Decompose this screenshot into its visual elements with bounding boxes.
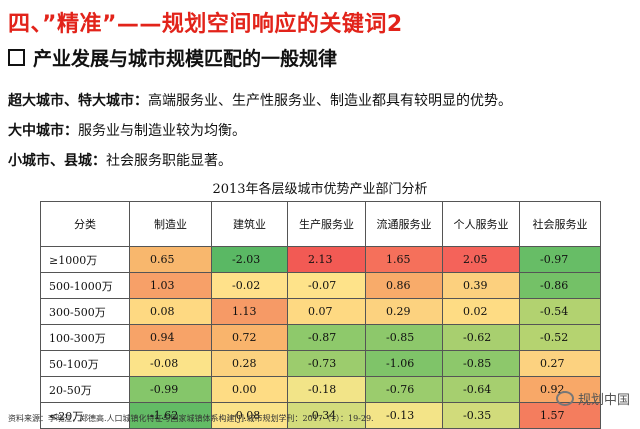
- table-cell: -0.13: [365, 402, 443, 429]
- table-cell: -0.73: [287, 350, 366, 377]
- table-row: 100-300万 0.94 0.72 -0.87 -0.85 -0.62 -0.52: [40, 324, 601, 351]
- table-cell: -0.54: [519, 298, 601, 325]
- table-title: 2013年各层级城市优势产业部门分析: [212, 182, 428, 197]
- source-footnote: 资料来源：李晓江，郑德高.人口城镇化特征与国家城镇体系构建[J].城市规划学刊：…: [8, 414, 374, 423]
- wechat-icon: [555, 391, 574, 406]
- table-body: ≥1000万 0.65 -2.03 2.13 1.65 2.05 -0.97 500-1000…: [40, 246, 601, 429]
- table-cell: 0.29: [365, 298, 443, 325]
- rule-line-large-cities: 超大城市、特大城市：高端服务业、生产性服务业、制造业都具有较明显的优势。: [8, 90, 512, 110]
- row-category: 20-50万: [40, 376, 130, 403]
- header-personal-services: 个人服务业: [442, 201, 520, 247]
- header-social-services: 社会服务业: [519, 201, 601, 247]
- table-row: ≥1000万 0.65 -2.03 2.13 1.65 2.05 -0.97: [40, 246, 601, 273]
- row-category: ≥1000万: [40, 246, 130, 273]
- header-manufacturing: 制造业: [129, 201, 212, 247]
- table-cell: 0.28: [211, 350, 288, 377]
- rule-key: 小城市、县城：: [8, 153, 106, 169]
- table-header-row: 分类 制造业 建筑业 生产服务业 流通服务业 个人服务业 社会服务业: [40, 201, 601, 247]
- watermark-text: 规划中国: [577, 393, 630, 408]
- rule-text: 服务业与制造业较为均衡。: [78, 123, 246, 139]
- table-cell: -1.06: [365, 350, 443, 377]
- table-cell: 1.03: [129, 272, 212, 299]
- table-row: <20万 -1.62 -0.08 -0.34 -0.13 -0.35 1.57: [40, 402, 601, 429]
- table-cell: -0.08: [129, 350, 212, 377]
- table-cell: 1.57: [519, 402, 601, 429]
- table-cell: -0.86: [519, 272, 601, 299]
- table-cell: -0.02: [211, 272, 288, 299]
- table-cell: 0.86: [365, 272, 443, 299]
- table-cell: 0.65: [129, 246, 212, 273]
- table-cell: 0.07: [287, 298, 366, 325]
- table-row: 300-500万 0.08 1.13 0.07 0.29 0.02 -0.54: [40, 298, 601, 325]
- rule-key: 大中城市：: [8, 123, 78, 139]
- table-cell: -0.85: [442, 350, 520, 377]
- table-row: 20-50万 -0.99 0.00 -0.18 -0.76 -0.64 0.92: [40, 376, 601, 403]
- row-category: 50-100万: [40, 350, 130, 377]
- table-cell: -0.62: [442, 324, 520, 351]
- header-construction: 建筑业: [211, 201, 288, 247]
- table-cell: 0.94: [129, 324, 212, 351]
- table-cell: 0.39: [442, 272, 520, 299]
- table-cell: -0.07: [287, 272, 366, 299]
- section-heading-text: 产业发展与城市规模匹配的一般规律: [33, 48, 338, 70]
- table-cell: -2.03: [211, 246, 288, 273]
- table-cell: -0.18: [287, 376, 366, 403]
- watermark: 规划中国: [555, 389, 630, 408]
- table-cell: 2.05: [442, 246, 520, 273]
- industry-advantage-table: 分类 制造业 建筑业 生产服务业 流通服务业 个人服务业 社会服务业 ≥1000…: [40, 201, 601, 429]
- rule-text: 社会服务职能显著。: [106, 153, 232, 169]
- checkbox-square-icon: [8, 49, 25, 66]
- rule-key: 超大城市、特大城市：: [8, 93, 148, 109]
- table-cell: 0.08: [129, 298, 212, 325]
- table-cell: -0.99: [129, 376, 212, 403]
- table-cell: 2.13: [287, 246, 366, 273]
- header-distribution-services: 流通服务业: [365, 201, 443, 247]
- table-cell: 1.65: [365, 246, 443, 273]
- table-cell: -0.52: [519, 324, 601, 351]
- table-row: 500-1000万 1.03 -0.02 -0.07 0.86 0.39 -0.86: [40, 272, 601, 299]
- rule-text: 高端服务业、生产性服务业、制造业都具有较明显的优势。: [148, 93, 512, 109]
- table-row: 50-100万 -0.08 0.28 -0.73 -1.06 -0.85 0.27: [40, 350, 601, 377]
- table-cell: -0.87: [287, 324, 366, 351]
- row-category: 500-1000万: [40, 272, 130, 299]
- table-cell: -0.35: [442, 402, 520, 429]
- rule-line-medium-cities: 大中城市：服务业与制造业较为均衡。: [8, 120, 246, 140]
- table-cell: 0.02: [442, 298, 520, 325]
- header-category: 分类: [40, 201, 130, 247]
- table-cell: 0.00: [211, 376, 288, 403]
- table-cell: -1.62: [129, 402, 212, 429]
- row-category: 300-500万: [40, 298, 130, 325]
- table-cell: -0.64: [442, 376, 520, 403]
- table-cell: -0.76: [365, 376, 443, 403]
- slide-title: 四、”精准”——规划空间响应的关键词2: [8, 12, 403, 37]
- row-category: 100-300万: [40, 324, 130, 351]
- table-cell: 0.72: [211, 324, 288, 351]
- table-cell: 1.13: [211, 298, 288, 325]
- table-cell: 0.27: [519, 350, 601, 377]
- table-cell: -0.34: [287, 402, 366, 429]
- table-cell: -0.85: [365, 324, 443, 351]
- section-heading: 产业发展与城市规模匹配的一般规律: [8, 44, 337, 71]
- rule-line-small-cities: 小城市、县城：社会服务职能显著。: [8, 150, 232, 170]
- header-producer-services: 生产服务业: [287, 201, 366, 247]
- table-cell: -0.97: [519, 246, 601, 273]
